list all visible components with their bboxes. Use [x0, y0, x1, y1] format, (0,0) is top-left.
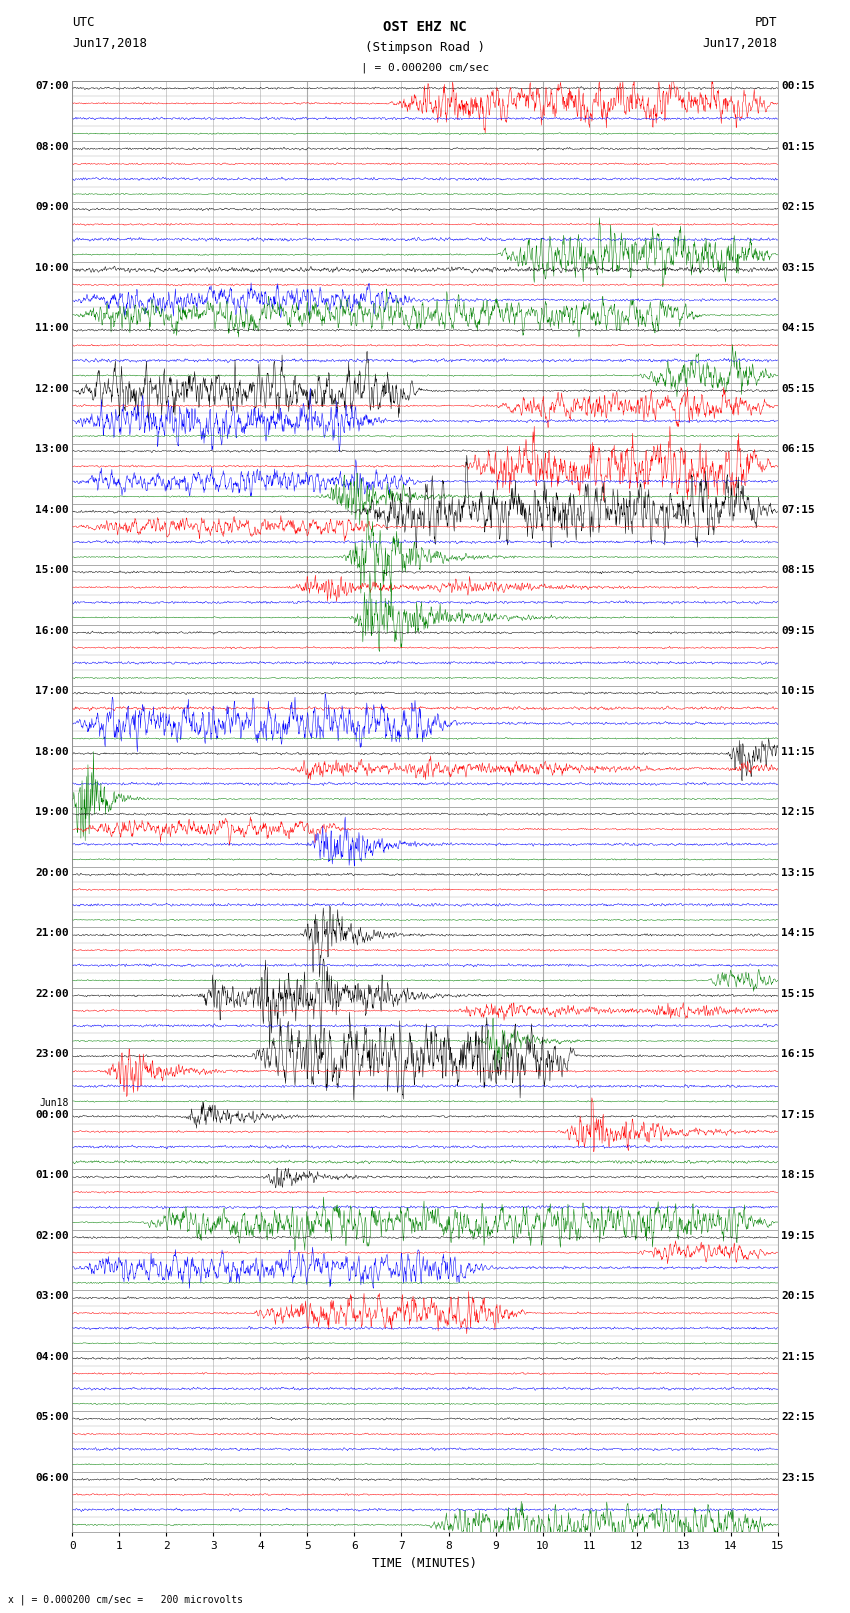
Text: 23:00: 23:00 [35, 1048, 69, 1060]
Text: UTC: UTC [72, 16, 94, 29]
Text: 04:15: 04:15 [781, 323, 815, 334]
Text: x | = 0.000200 cm/sec =   200 microvolts: x | = 0.000200 cm/sec = 200 microvolts [8, 1594, 243, 1605]
Text: Jun18: Jun18 [39, 1098, 69, 1108]
X-axis label: TIME (MINUTES): TIME (MINUTES) [372, 1557, 478, 1569]
Text: (Stimpson Road ): (Stimpson Road ) [365, 40, 485, 55]
Text: 04:00: 04:00 [35, 1352, 69, 1361]
Text: 11:00: 11:00 [35, 323, 69, 334]
Text: 09:15: 09:15 [781, 626, 815, 636]
Text: 16:15: 16:15 [781, 1048, 815, 1060]
Text: OST EHZ NC: OST EHZ NC [383, 19, 467, 34]
Text: 18:00: 18:00 [35, 747, 69, 756]
Text: 20:15: 20:15 [781, 1290, 815, 1302]
Text: 12:15: 12:15 [781, 806, 815, 818]
Text: 18:15: 18:15 [781, 1169, 815, 1181]
Text: 13:00: 13:00 [35, 444, 69, 455]
Text: | = 0.000200 cm/sec: | = 0.000200 cm/sec [361, 63, 489, 73]
Text: 07:00: 07:00 [35, 81, 69, 92]
Text: 08:15: 08:15 [781, 565, 815, 576]
Text: 03:15: 03:15 [781, 263, 815, 273]
Text: 03:00: 03:00 [35, 1290, 69, 1302]
Text: 11:15: 11:15 [781, 747, 815, 756]
Text: 06:00: 06:00 [35, 1473, 69, 1482]
Text: 12:00: 12:00 [35, 384, 69, 394]
Text: 01:00: 01:00 [35, 1169, 69, 1181]
Text: 01:15: 01:15 [781, 142, 815, 152]
Text: 19:00: 19:00 [35, 806, 69, 818]
Text: Jun17,2018: Jun17,2018 [72, 37, 147, 50]
Text: 22:00: 22:00 [35, 989, 69, 998]
Text: 10:00: 10:00 [35, 263, 69, 273]
Text: 14:15: 14:15 [781, 927, 815, 939]
Text: 21:15: 21:15 [781, 1352, 815, 1361]
Text: 19:15: 19:15 [781, 1231, 815, 1240]
Text: 06:15: 06:15 [781, 444, 815, 455]
Text: 08:00: 08:00 [35, 142, 69, 152]
Text: 02:15: 02:15 [781, 202, 815, 213]
Text: 00:00: 00:00 [35, 1110, 69, 1119]
Text: 21:00: 21:00 [35, 927, 69, 939]
Text: 05:00: 05:00 [35, 1411, 69, 1423]
Text: 09:00: 09:00 [35, 202, 69, 213]
Text: 22:15: 22:15 [781, 1411, 815, 1423]
Text: 17:15: 17:15 [781, 1110, 815, 1119]
Text: 13:15: 13:15 [781, 868, 815, 877]
Text: 10:15: 10:15 [781, 686, 815, 697]
Text: 14:00: 14:00 [35, 505, 69, 515]
Text: PDT: PDT [756, 16, 778, 29]
Text: Jun17,2018: Jun17,2018 [703, 37, 778, 50]
Text: 15:00: 15:00 [35, 565, 69, 576]
Text: 07:15: 07:15 [781, 505, 815, 515]
Text: 20:00: 20:00 [35, 868, 69, 877]
Text: 05:15: 05:15 [781, 384, 815, 394]
Text: 02:00: 02:00 [35, 1231, 69, 1240]
Text: 17:00: 17:00 [35, 686, 69, 697]
Text: 16:00: 16:00 [35, 626, 69, 636]
Text: 15:15: 15:15 [781, 989, 815, 998]
Text: 00:15: 00:15 [781, 81, 815, 92]
Text: 23:15: 23:15 [781, 1473, 815, 1482]
